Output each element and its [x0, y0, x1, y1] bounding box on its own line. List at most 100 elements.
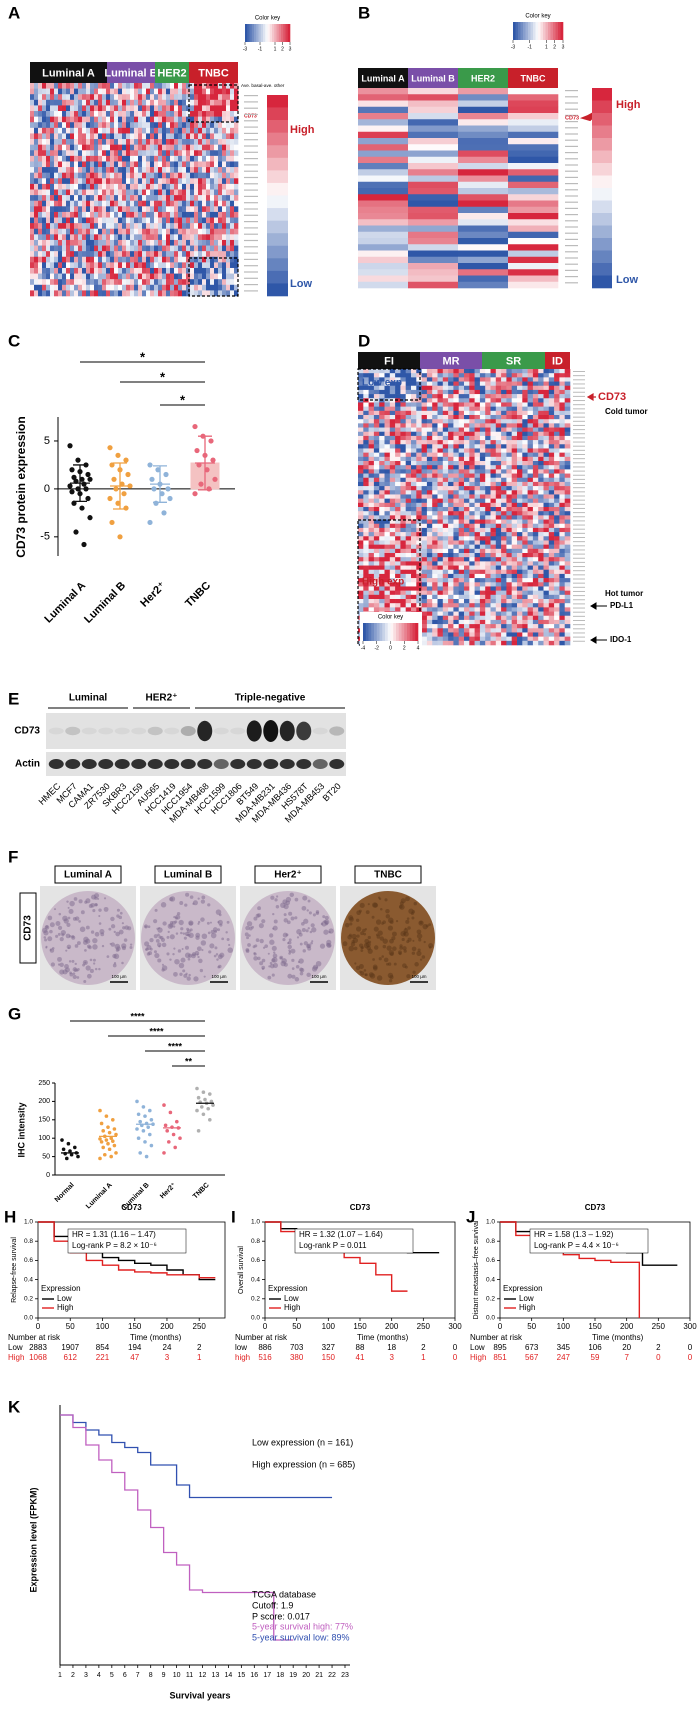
heatmap-cell: [379, 481, 385, 487]
heatmap-cell: [194, 239, 199, 246]
heatmap-cell: [98, 150, 103, 157]
heatmap-cell: [421, 486, 428, 491]
heatmap-cell: [78, 211, 83, 218]
heatmap-cell: [564, 532, 571, 537]
heatmap-cell: [222, 116, 227, 123]
heatmap-cell: [554, 624, 560, 629]
heatmap-cell: [495, 515, 502, 520]
heatmap-cell: [186, 105, 191, 112]
heatmap-cell: [368, 507, 375, 512]
heatmap-cell: [564, 561, 571, 566]
heatmap-cell: [198, 284, 203, 291]
heatmap-cell: [426, 599, 433, 604]
heatmap-cell: [389, 540, 396, 545]
heatmap-cell: [363, 469, 369, 474]
heatmap-cell: [130, 178, 135, 185]
heatmap-cell: [458, 548, 465, 554]
heatmap-cell: [384, 481, 391, 487]
heatmap-cell: [508, 156, 559, 164]
heatmap-cell: [405, 523, 412, 529]
heatmap-cell: [421, 569, 428, 575]
heatmap-cell: [384, 473, 391, 479]
heatmap-cell: [532, 561, 539, 566]
heatmap-cell: [395, 515, 401, 520]
heatmap-cell: [442, 615, 449, 621]
heatmap-cell: [495, 540, 502, 545]
heatmap-cell: [421, 389, 428, 395]
heatmap-cell: [118, 195, 123, 202]
heatmap-cell: [432, 615, 438, 621]
heatmap-cell: [182, 228, 187, 235]
heatmap-cell: [421, 519, 428, 525]
heatmap-cell: [389, 569, 396, 575]
heatmap-cell: [543, 377, 550, 382]
heatmap-cell: [110, 200, 115, 207]
heatmap-cell: [110, 217, 115, 224]
heatmap-cell: [411, 377, 417, 382]
heatmap-cell: [214, 206, 219, 213]
heatmap-cell: [206, 251, 211, 258]
group-label: Luminal B: [104, 67, 157, 79]
heatmap-cell: [166, 223, 171, 230]
heatmap-cell: [453, 515, 459, 520]
heatmap-cell: [517, 389, 523, 395]
heatmap-cell: [170, 284, 175, 291]
heatmap-cell: [210, 245, 215, 252]
heatmap-cell: [210, 234, 215, 241]
dashed-box: [188, 84, 239, 123]
heatmap-cell: [543, 624, 550, 629]
heatmap-cell: [358, 603, 364, 608]
heatmap-cell: [190, 94, 195, 101]
heatmap-cell: [170, 150, 175, 157]
heatmap-cell: [86, 116, 91, 123]
heatmap-cell: [130, 256, 135, 263]
heatmap-cell: [405, 599, 412, 604]
heatmap-cell: [405, 582, 412, 587]
heatmap-cell: [559, 431, 565, 437]
heatmap-cell: [432, 406, 438, 412]
heatmap-cell: [198, 267, 203, 274]
heatmap-cell: [214, 290, 219, 297]
heatmap-cell: [517, 440, 523, 445]
heatmap-cell: [70, 217, 75, 224]
heatmap-cell: [400, 389, 406, 395]
heatmap-cell: [38, 245, 43, 252]
heatmap-cell: [564, 515, 571, 520]
heatmap-cell: [384, 490, 391, 495]
heatmap-cell: [490, 536, 497, 541]
heatmap-cell: [464, 452, 470, 458]
heatmap-cell: [146, 273, 151, 280]
heatmap-cell: [395, 385, 401, 391]
heatmap-cell: [464, 486, 470, 491]
heatmap-cell: [174, 239, 179, 246]
heatmap-cell: [363, 415, 369, 420]
heatmap-cell: [426, 410, 433, 416]
heatmap-cell: [86, 172, 91, 179]
heatmap-cell: [118, 267, 123, 274]
heatmap-cell: [146, 290, 151, 297]
heatmap-cell: [490, 619, 497, 625]
heatmap-cell: [506, 590, 512, 596]
heatmap-cell: [50, 183, 55, 190]
heatmap-cell: [517, 515, 523, 520]
heatmap-cell: [98, 256, 103, 263]
heatmap-cell: [363, 599, 369, 604]
heatmap-cell: [142, 256, 147, 263]
heatmap-cell: [186, 228, 191, 235]
heatmap-cell: [522, 377, 528, 382]
heatmap-cell: [564, 473, 571, 479]
heatmap-cell: [182, 88, 187, 95]
heatmap-cell: [411, 561, 417, 566]
heatmap-cell: [114, 105, 119, 112]
heatmap-cell: [194, 217, 199, 224]
heatmap-cell: [421, 540, 428, 545]
heatmap-cell: [416, 498, 422, 504]
heatmap-cell: [490, 440, 497, 445]
heatmap-cell: [495, 603, 502, 608]
heatmap-cell: [464, 515, 470, 520]
heatmap-cell: [202, 267, 207, 274]
heatmap-cell: [408, 125, 459, 133]
heatmap-cell: [358, 594, 364, 600]
heatmap-cell: [230, 195, 235, 202]
heatmap-cell: [485, 381, 491, 387]
